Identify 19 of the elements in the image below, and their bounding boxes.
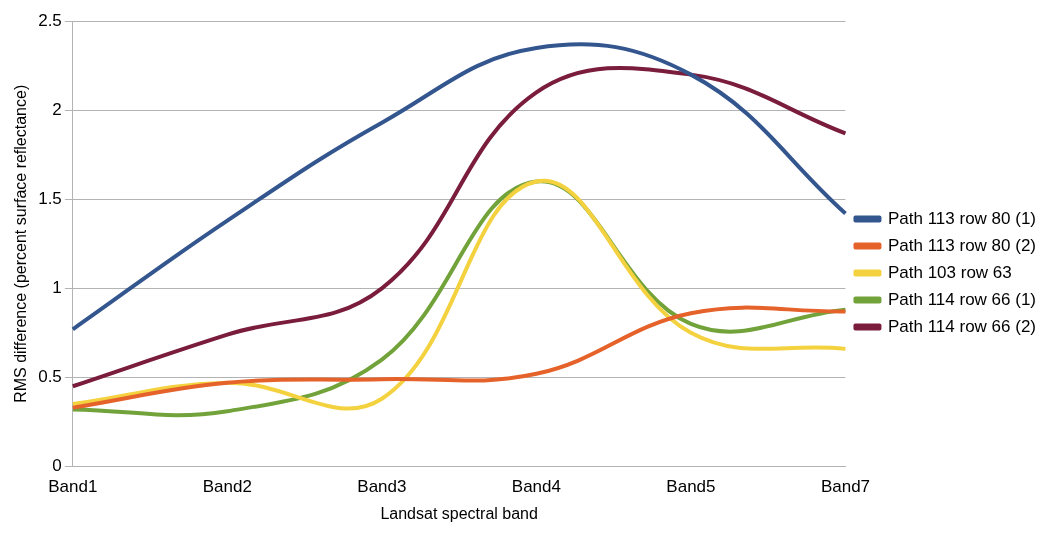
- x-axis-title: Landsat spectral band: [380, 504, 538, 522]
- y-tick-label: 2.5: [38, 10, 62, 30]
- legend-label: Path 103 row 63: [887, 262, 1012, 282]
- legend-label: Path 113 row 80 (1): [887, 208, 1036, 228]
- legend-label: Path 114 row 66 (2): [887, 316, 1036, 336]
- legend-label: Path 114 row 66 (1): [887, 289, 1036, 309]
- x-tick-label: Band7: [820, 477, 871, 497]
- legend-label: Path 113 row 80 (2): [887, 235, 1036, 255]
- y-tick-label: 1.5: [38, 188, 62, 208]
- x-tick-label: Band1: [48, 477, 98, 497]
- y-tick-label: 1: [52, 278, 62, 298]
- y-tick-label: 2: [52, 99, 62, 119]
- y-tick-label: 0: [52, 456, 62, 476]
- y-axis-title: RMS difference (percent surface reflectance): [12, 84, 30, 403]
- x-tick-label: Band2: [202, 477, 252, 497]
- y-tick-label: 0.5: [38, 367, 62, 387]
- x-tick-label: Band4: [511, 477, 561, 497]
- x-tick-label: Band3: [357, 477, 407, 497]
- x-tick-label: Band5: [666, 477, 716, 497]
